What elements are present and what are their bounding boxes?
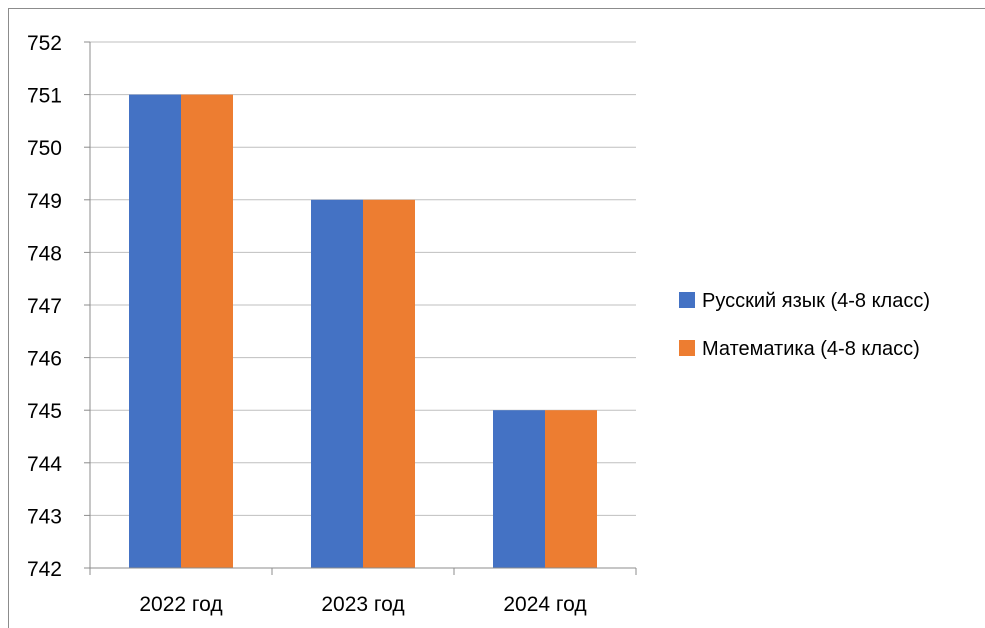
y-axis-tick-label: 745 bbox=[27, 400, 62, 423]
legend: Русский язык (4-8 класс) Математика (4-8 … bbox=[679, 290, 930, 360]
x-axis-tick-label: 2023 год bbox=[321, 593, 404, 616]
y-axis-tick-label: 750 bbox=[27, 137, 62, 160]
y-axis-tick-label: 744 bbox=[27, 453, 62, 476]
legend-label: Математика (4-8 класс) bbox=[702, 338, 920, 360]
bar-math-0 bbox=[181, 94, 233, 568]
y-axis-tick-label: 751 bbox=[27, 85, 62, 108]
bar-russian-2 bbox=[493, 410, 545, 568]
bar-math-1 bbox=[363, 199, 415, 569]
legend-swatch bbox=[679, 340, 695, 356]
bar-math-2 bbox=[545, 410, 597, 568]
x-axis-tick-label: 2024 год bbox=[503, 593, 586, 616]
y-axis-tick-label: 747 bbox=[27, 295, 62, 318]
y-axis-tick-label: 743 bbox=[27, 505, 62, 528]
y-axis-tick-label: 748 bbox=[27, 242, 62, 265]
bar-russian-0 bbox=[129, 94, 181, 568]
y-axis-tick-label: 749 bbox=[27, 190, 62, 213]
axes bbox=[84, 41, 637, 575]
bars bbox=[129, 94, 597, 569]
legend-swatch bbox=[679, 292, 695, 308]
chart-frame bbox=[8, 8, 985, 628]
legend-label: Русский язык (4-8 класс) bbox=[702, 290, 930, 312]
y-axis-tick-label: 742 bbox=[27, 558, 62, 581]
y-axis-tick-label: 752 bbox=[27, 32, 62, 55]
y-axis-tick-label: 746 bbox=[27, 348, 62, 371]
x-axis-tick-labels: 2022 год 2023 год 2024 год bbox=[139, 593, 586, 616]
y-axis-tick-labels: 742 743 744 745 746 747 748 749 750 751 752 bbox=[27, 32, 62, 581]
x-axis-tick-label: 2022 год bbox=[139, 593, 222, 616]
bar-russian-1 bbox=[311, 199, 363, 569]
